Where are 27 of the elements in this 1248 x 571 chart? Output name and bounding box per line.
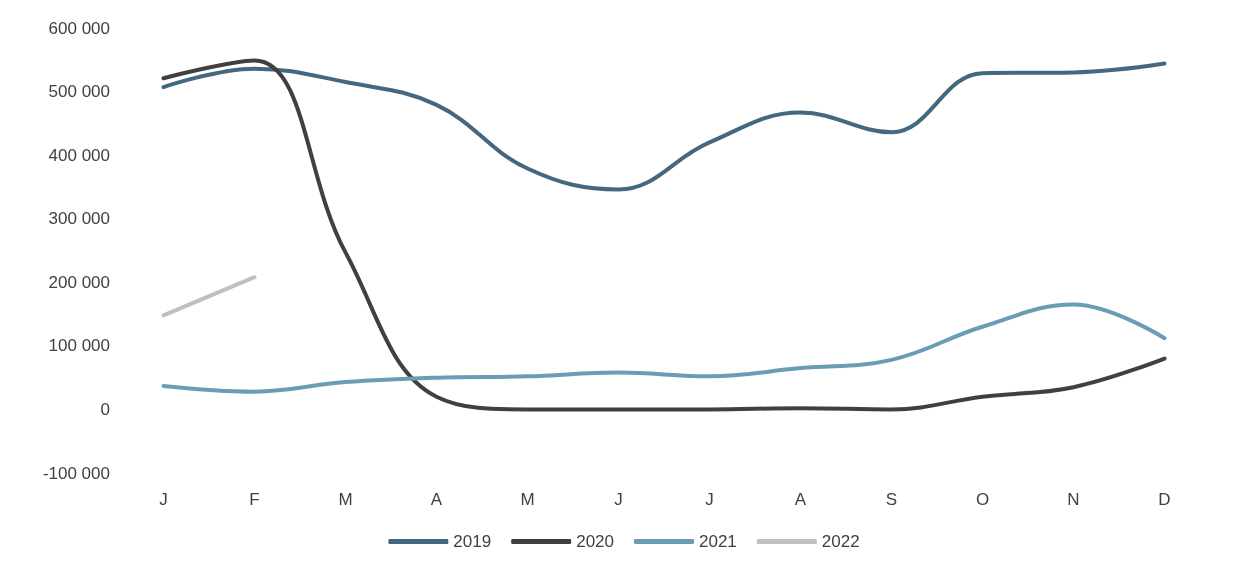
legend-label: 2019 — [453, 532, 492, 551]
line-series — [161, 58, 1167, 412]
x-tick-label: F — [249, 490, 260, 509]
y-tick-label: 100 000 — [48, 336, 110, 356]
x-tick-label: J — [159, 490, 168, 509]
y-tick-label: 600 000 — [48, 18, 110, 38]
x-tick-label: O — [975, 490, 990, 509]
x-tick-label: J — [705, 490, 714, 509]
y-tick-label: 200 000 — [48, 272, 110, 292]
y-tick-label: 500 000 — [48, 82, 110, 102]
legend-label: 2020 — [576, 532, 615, 551]
line-series — [161, 302, 1167, 394]
legend-label: 2021 — [699, 532, 737, 551]
x-tick-label: A — [794, 490, 807, 509]
x-tick-label: S — [885, 490, 898, 509]
x-tick-label: N — [1067, 490, 1080, 509]
y-tick-label: -100 000 — [42, 463, 110, 483]
x-tick-label: J — [614, 490, 623, 509]
x-tick-label: D — [1158, 490, 1171, 509]
legend-label: 2022 — [821, 532, 860, 551]
line-series — [161, 61, 1167, 192]
x-tick-label: A — [430, 490, 443, 509]
y-tick-label: 400 000 — [48, 145, 110, 165]
x-tick-label: M — [520, 490, 535, 509]
x-tick-label: M — [338, 490, 353, 509]
y-tick-label: 0 — [100, 399, 110, 419]
y-tick-label: 300 000 — [48, 209, 110, 229]
